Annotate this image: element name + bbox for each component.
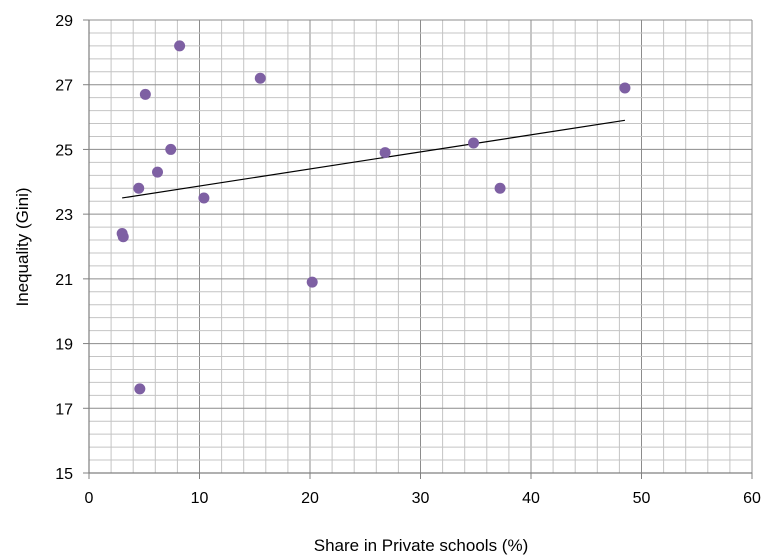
data-point [494, 182, 506, 194]
x-tick-label: 20 [301, 490, 319, 507]
x-tick-label: 60 [743, 490, 761, 507]
data-point [165, 143, 177, 155]
y-tick-label: 23 [55, 207, 73, 224]
y-tick-label: 27 [55, 78, 73, 95]
y-tick-label: 15 [55, 466, 73, 483]
data-point [468, 137, 480, 149]
data-point [254, 72, 266, 84]
data-point [379, 147, 391, 159]
trendline [122, 119, 626, 199]
x-tick-label: 50 [633, 490, 651, 507]
y-tick-label: 21 [55, 272, 73, 289]
data-point [139, 88, 151, 100]
data-point [133, 182, 145, 194]
trendline-group [122, 119, 626, 199]
data-point [306, 276, 318, 288]
data-point [174, 40, 186, 52]
data-point [152, 166, 164, 178]
data-point [117, 231, 129, 243]
data-point [198, 192, 210, 204]
y-tick-label: 25 [55, 142, 73, 159]
grid [88, 19, 753, 474]
data-point [619, 82, 631, 94]
y-tick-label: 17 [55, 401, 73, 418]
y-tick-labels: 15 17 19 21 23 25 27 29 [55, 13, 73, 483]
x-tick-label: 0 [85, 490, 94, 507]
y-axis-label: Inequality (Gini) [13, 187, 32, 306]
x-tick-labels: 0 10 20 30 40 50 60 [85, 490, 761, 507]
x-tick-label: 40 [522, 490, 540, 507]
data-points [116, 40, 631, 395]
data-point [134, 383, 146, 395]
y-tick-label: 19 [55, 337, 73, 354]
axes [83, 19, 753, 479]
x-axis-label: Share in Private schools (%) [314, 536, 528, 555]
x-tick-label: 10 [191, 490, 209, 507]
y-tick-label: 29 [55, 13, 73, 30]
x-tick-label: 30 [412, 490, 430, 507]
